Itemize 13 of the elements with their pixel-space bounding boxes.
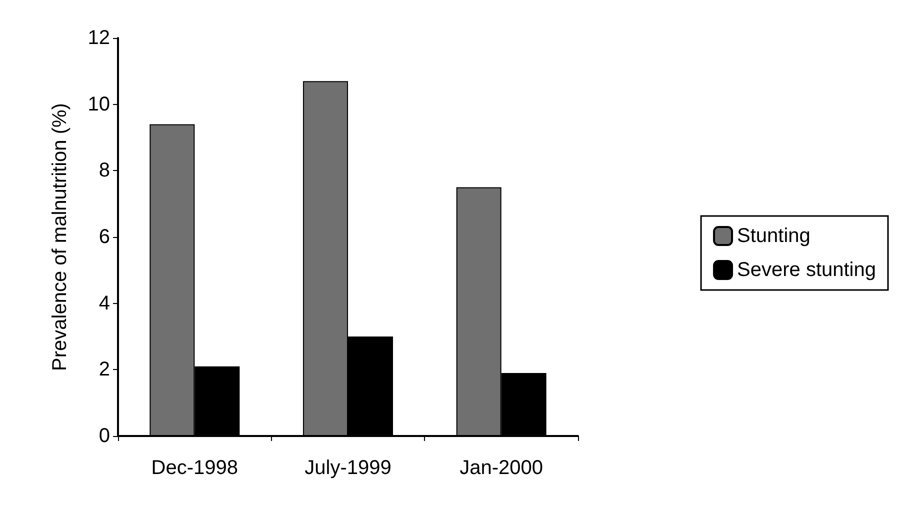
y-tick-label: 12 xyxy=(88,27,110,49)
legend-label: Severe stunting xyxy=(737,259,876,281)
x-tick-label: Jan-2000 xyxy=(460,457,544,479)
y-axis-title: Prevalence of malnutrition (%) xyxy=(49,103,71,371)
y-tick-label: 4 xyxy=(98,292,110,314)
x-tick-label: Dec-1998 xyxy=(151,457,238,479)
y-tick-label: 0 xyxy=(98,425,110,447)
y-tick-label: 10 xyxy=(88,93,110,116)
y-tick-label: 2 xyxy=(98,358,110,381)
y-tick-label: 8 xyxy=(98,160,110,182)
x-tick-label: July-1999 xyxy=(304,457,392,479)
legend-label: Stunting xyxy=(737,225,810,247)
y-tick-label: 6 xyxy=(98,226,110,248)
